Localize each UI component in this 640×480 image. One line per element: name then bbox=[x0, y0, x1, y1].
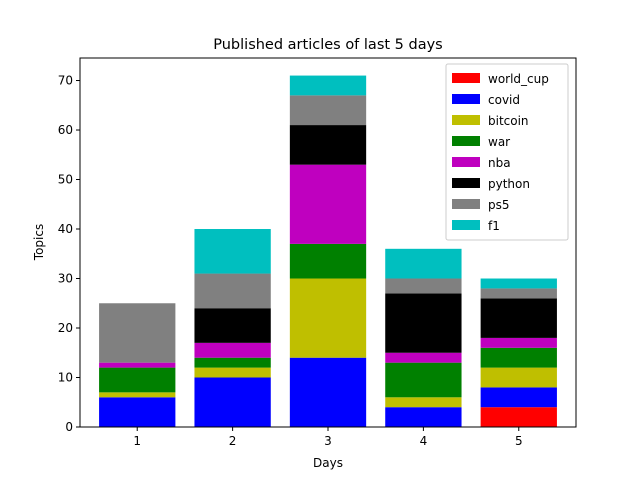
y-tick-label: 40 bbox=[58, 222, 73, 236]
bar-ps5-day-4 bbox=[385, 278, 462, 294]
bar-covid-day-5 bbox=[480, 387, 557, 408]
y-tick-label: 70 bbox=[58, 74, 73, 88]
bar-f1-day-2 bbox=[194, 229, 271, 274]
bars-layer bbox=[99, 75, 557, 427]
bar-war-day-1 bbox=[99, 367, 176, 393]
y-tick-label: 20 bbox=[58, 321, 73, 335]
bar-covid-day-2 bbox=[194, 377, 271, 427]
bar-f1-day-3 bbox=[289, 75, 367, 96]
x-tick-label: 3 bbox=[324, 434, 332, 448]
bar-ps5-day-2 bbox=[194, 273, 271, 309]
bar-bitcoin-day-2 bbox=[194, 367, 271, 378]
legend-swatch-covid bbox=[452, 94, 480, 104]
bar-covid-day-1 bbox=[99, 397, 176, 427]
legend-swatch-nba bbox=[452, 157, 480, 167]
x-axis-label: Days bbox=[313, 456, 343, 470]
legend-label-war: war bbox=[488, 135, 510, 149]
y-tick-label: 0 bbox=[65, 420, 73, 434]
bar-nba-day-2 bbox=[194, 342, 271, 358]
bar-bitcoin-day-1 bbox=[99, 392, 176, 398]
y-tick-label: 50 bbox=[58, 173, 73, 187]
bar-f1-day-4 bbox=[385, 248, 462, 279]
legend-label-ps5: ps5 bbox=[488, 198, 510, 212]
bar-python-day-4 bbox=[385, 293, 462, 353]
legend-swatch-bitcoin bbox=[452, 115, 480, 125]
bar-war-day-2 bbox=[194, 357, 271, 368]
bar-nba-day-3 bbox=[289, 164, 367, 244]
legend-swatch-python bbox=[452, 178, 480, 188]
legend-swatch-ps5 bbox=[452, 199, 480, 209]
bar-bitcoin-day-3 bbox=[289, 278, 367, 358]
bar-nba-day-1 bbox=[99, 362, 176, 368]
y-tick-label: 60 bbox=[58, 123, 73, 137]
legend-label-world_cup: world_cup bbox=[488, 72, 549, 86]
bar-nba-day-5 bbox=[480, 337, 557, 348]
bar-f1-day-5 bbox=[480, 278, 557, 289]
legend-label-f1: f1 bbox=[488, 219, 500, 233]
bar-world_cup-day-5 bbox=[480, 407, 557, 427]
bar-war-day-5 bbox=[480, 347, 557, 368]
bar-ps5-day-5 bbox=[480, 288, 557, 299]
x-tick-label: 4 bbox=[420, 434, 428, 448]
bar-python-day-3 bbox=[289, 125, 367, 165]
bar-python-day-5 bbox=[480, 298, 557, 338]
bar-war-day-4 bbox=[385, 362, 462, 398]
legend-label-nba: nba bbox=[488, 156, 511, 170]
x-tick-label: 1 bbox=[133, 434, 141, 448]
chart-title: Published articles of last 5 days bbox=[213, 37, 442, 53]
y-axis-label: Topics bbox=[32, 224, 46, 261]
y-tick-label: 30 bbox=[58, 272, 73, 286]
bar-covid-day-3 bbox=[289, 357, 367, 427]
bar-ps5-day-3 bbox=[289, 95, 367, 126]
legend-label-python: python bbox=[488, 177, 530, 191]
legend-swatch-war bbox=[452, 136, 480, 146]
bar-nba-day-4 bbox=[385, 352, 462, 363]
legend-swatch-world_cup bbox=[452, 73, 480, 83]
x-tick-label: 5 bbox=[515, 434, 523, 448]
legend-box bbox=[445, 63, 569, 241]
legend-label-covid: covid bbox=[488, 93, 520, 107]
legend-label-bitcoin: bitcoin bbox=[488, 114, 529, 128]
x-tick-label: 2 bbox=[229, 434, 237, 448]
bar-bitcoin-day-4 bbox=[385, 397, 462, 408]
legend-swatch-f1 bbox=[452, 220, 480, 230]
y-tick-label: 10 bbox=[58, 371, 73, 385]
bar-bitcoin-day-5 bbox=[480, 367, 557, 388]
bar-war-day-3 bbox=[289, 243, 367, 279]
bar-ps5-day-1 bbox=[99, 303, 176, 363]
bar-python-day-2 bbox=[194, 308, 271, 343]
bar-covid-day-4 bbox=[385, 407, 462, 427]
